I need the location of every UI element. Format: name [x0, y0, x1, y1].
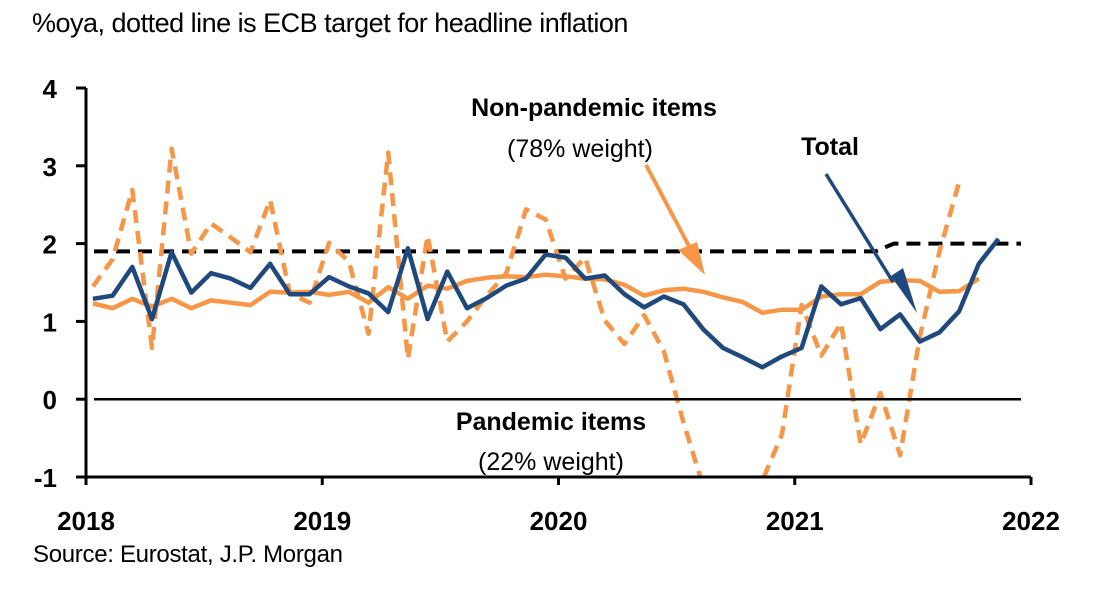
y-tick-label: 1: [43, 307, 57, 337]
total-arrow-head: [891, 268, 917, 313]
chart-subtitle: %oya, dotted line is ECB target for head…: [32, 8, 628, 38]
y-tick-label: 4: [43, 74, 58, 104]
x-tick-label: 2019: [293, 506, 351, 536]
y-tick-label: 2: [43, 230, 57, 260]
series-non-pandemic-line: [92, 272, 981, 316]
x-tick-label: 2021: [766, 506, 824, 536]
y-tick-label: -1: [34, 463, 57, 493]
y-tick-label: 3: [43, 152, 57, 182]
annotation-total: Total: [801, 133, 859, 161]
series-total-line: [92, 237, 1001, 370]
annotation-non-pandemic-weight: (78% weight): [507, 135, 653, 163]
x-tick-label: 2020: [530, 506, 588, 536]
x-tick-label: 2018: [57, 506, 115, 536]
y-tick-label: 0: [43, 385, 57, 415]
annotation-pandemic-weight: (22% weight): [478, 448, 624, 476]
annotation-pandemic-title: Pandemic items: [456, 408, 646, 436]
chart-source: Source: Eurostat, J.P. Morgan: [33, 541, 343, 568]
x-tick-label: 2022: [1002, 506, 1060, 536]
series-pandemic-line: [91, 146, 962, 477]
annotation-non-pandemic-title: Non-pandemic items: [471, 94, 717, 122]
total-arrow-shaft: [824, 173, 895, 283]
non-pandemic-arrow-shaft: [644, 164, 692, 249]
non-pandemic-arrow-head: [678, 242, 705, 275]
